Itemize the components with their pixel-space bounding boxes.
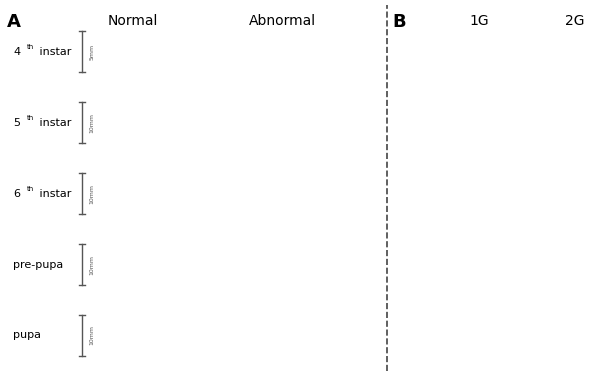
Text: 6: 6 xyxy=(13,189,20,199)
Text: 2G: 2G xyxy=(565,14,584,29)
Text: 5mm: 5mm xyxy=(89,44,94,60)
Text: th: th xyxy=(26,186,34,192)
Text: B: B xyxy=(392,12,406,30)
Text: th: th xyxy=(26,44,34,50)
Text: pre-pupa: pre-pupa xyxy=(13,259,64,270)
Text: 10mm: 10mm xyxy=(89,183,94,203)
Text: instar: instar xyxy=(36,118,71,128)
Text: instar: instar xyxy=(36,189,71,199)
Text: th: th xyxy=(26,115,34,121)
Text: Abnormal: Abnormal xyxy=(248,14,316,29)
Text: 10mm: 10mm xyxy=(89,113,94,133)
Text: instar: instar xyxy=(36,47,71,57)
Text: 10mm: 10mm xyxy=(89,255,94,274)
Text: 10mm: 10mm xyxy=(89,325,94,346)
Text: 1G: 1G xyxy=(469,14,489,29)
Text: 5: 5 xyxy=(13,118,20,128)
Text: A: A xyxy=(7,12,21,30)
Text: pupa: pupa xyxy=(13,331,41,340)
Text: Normal: Normal xyxy=(107,14,158,29)
Text: 4: 4 xyxy=(13,47,20,57)
